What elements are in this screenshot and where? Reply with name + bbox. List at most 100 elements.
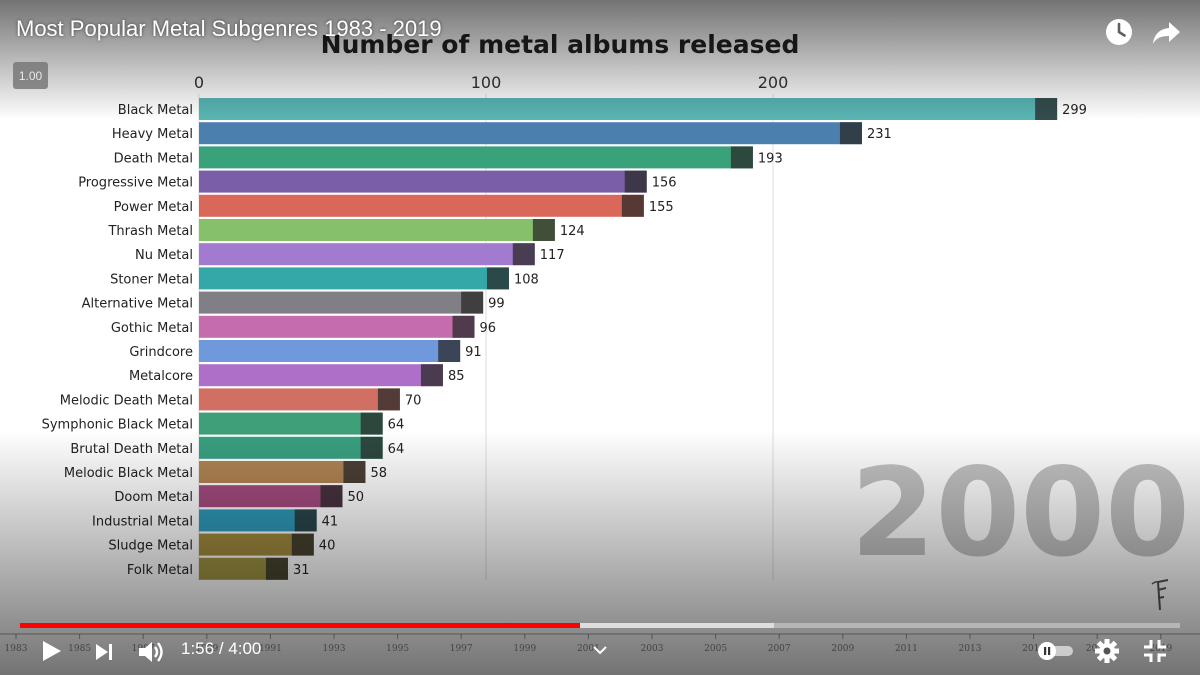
bar [199,412,383,435]
album-cover-thumbnail [452,315,475,338]
value-label: 231 [867,127,892,142]
bar [199,98,1058,120]
value-label: 70 [405,393,422,408]
album-cover-thumbnail [360,412,383,435]
album-cover-thumbnail [377,388,400,411]
value-label: 108 [514,272,539,287]
album-cover-thumbnail [360,436,383,459]
timeline-year-label: 2007 [768,644,791,654]
playback-speed-badge: 1.00 [13,62,48,89]
album-cover-thumbnail [294,509,317,532]
album-cover-thumbnail [420,364,443,387]
chevron-down-icon[interactable] [592,641,608,660]
category-label: Folk Metal [127,563,193,578]
timeline-year-label: 2009 [831,644,854,654]
timeline-year-label: 1997 [450,644,473,654]
bar [199,267,509,290]
album-cover-thumbnail [461,291,484,314]
bar [199,194,644,217]
category-label: Heavy Metal [112,127,193,142]
value-label: 64 [388,418,405,433]
album-cover-thumbnail [343,461,366,483]
bar [199,219,555,241]
timeline-year-label: 1995 [386,644,409,654]
timeline-year-label: 2005 [704,644,727,654]
album-cover-thumbnail [320,485,343,508]
bar [199,315,475,338]
category-label: Alternative Metal [82,297,193,312]
value-label: 58 [370,466,387,481]
value-label: 193 [758,151,783,166]
category-label: Stoner Metal [110,272,193,287]
category-label: Metalcore [129,369,193,384]
progress-bar[interactable] [20,623,1180,628]
time-current: 1:56 [181,639,215,658]
timeline-year-label: 1993 [323,644,346,654]
category-label: Grindcore [129,345,193,360]
next-icon[interactable] [92,640,116,664]
category-label: Black Metal [118,103,193,118]
time-display: 1:56 / 4:00 [181,639,261,659]
bar [199,291,484,314]
album-cover-thumbnail [532,219,555,241]
timeline-year-label: 1983 [5,644,28,654]
category-label: Power Metal [114,200,193,215]
value-label: 85 [448,369,465,384]
category-label: Progressive Metal [78,176,193,191]
category-label: Nu Metal [135,248,193,263]
channel-logo [1151,579,1169,611]
time-total: 4:00 [228,639,262,658]
category-label: Brutal Death Metal [70,442,193,457]
play-icon[interactable] [38,638,64,664]
value-label: 50 [348,490,365,505]
bar [199,388,400,411]
timeline-year-label: 1999 [513,644,536,654]
album-cover-thumbnail [839,122,862,145]
album-cover-thumbnail [1035,98,1058,120]
timeline-year-label: 1985 [68,644,91,654]
album-cover-thumbnail [624,170,647,193]
album-cover-thumbnail [438,340,461,362]
value-label: 117 [540,248,565,263]
category-label: Symphonic Black Metal [42,418,193,433]
year-watermark: 2000 [850,442,1190,584]
share-icon[interactable] [1149,14,1185,50]
value-label: 31 [293,563,310,578]
category-label: Industrial Metal [92,514,193,529]
bar [199,122,862,145]
value-label: 299 [1062,103,1087,118]
value-label: 91 [465,345,482,360]
category-label: Gothic Metal [111,321,193,336]
album-cover-thumbnail [486,267,509,290]
video-title[interactable]: Most Popular Metal Subgenres 1983 - 2019 [16,16,442,41]
album-cover-thumbnail [291,533,314,556]
time-separator: / [218,639,229,658]
clock-icon[interactable] [1101,14,1137,50]
autoplay-toggle-icon[interactable] [1037,641,1075,661]
timeline-year-label: 2003 [641,644,664,654]
album-cover-thumbnail [730,146,753,169]
value-label: 64 [388,442,405,457]
album-cover-thumbnail [621,194,644,217]
value-label: 156 [652,176,677,191]
volume-icon[interactable] [136,638,166,666]
gear-icon[interactable] [1094,638,1120,664]
bar [199,364,443,387]
album-cover-thumbnail [512,243,535,266]
played-bar [20,623,581,628]
bar [199,436,383,459]
exit-fullscreen-icon[interactable] [1142,638,1168,664]
bar [199,461,366,483]
value-label: 124 [560,224,585,239]
timeline-year-label: 2011 [895,644,918,654]
bar [199,243,535,266]
x-tick-label: 100 [471,73,502,92]
bar [199,340,461,362]
value-label: 155 [649,200,674,215]
bar [199,146,753,169]
category-label: Sludge Metal [108,539,193,554]
value-label: 99 [488,297,505,312]
category-label: Thrash Metal [107,224,193,239]
